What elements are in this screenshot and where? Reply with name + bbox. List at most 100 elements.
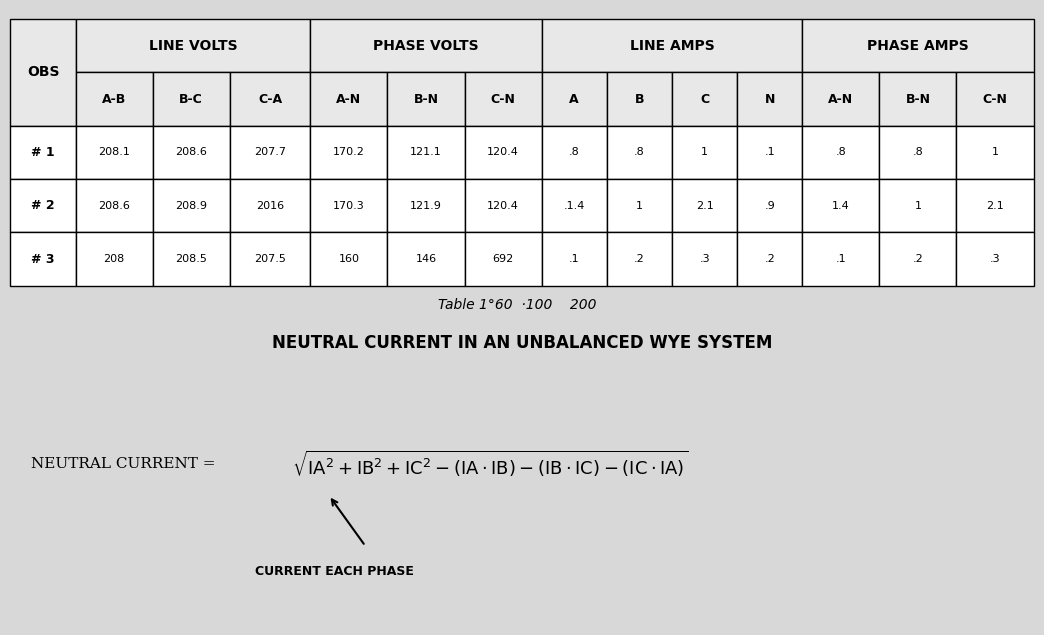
Bar (310, 126, 387, 179)
Bar (672, 179, 737, 232)
Text: .1: .1 (835, 254, 847, 264)
Bar (803, 179, 879, 232)
Bar (387, 179, 465, 232)
Bar (75, 72, 152, 126)
Bar (310, 19, 542, 72)
Text: # 3: # 3 (31, 253, 54, 265)
Text: 207.7: 207.7 (254, 147, 286, 157)
Text: 121.9: 121.9 (410, 201, 442, 211)
Text: .2: .2 (764, 254, 775, 264)
Bar (737, 72, 803, 126)
Text: 146: 146 (416, 254, 436, 264)
Bar (152, 179, 230, 232)
Bar (956, 72, 1034, 126)
Text: .2: .2 (634, 254, 645, 264)
Bar (465, 72, 542, 126)
Text: 208.6: 208.6 (98, 201, 130, 211)
Text: B-N: B-N (413, 93, 438, 105)
Bar (607, 179, 672, 232)
Bar (803, 126, 879, 179)
Text: C-A: C-A (258, 93, 282, 105)
Text: 170.3: 170.3 (333, 201, 364, 211)
Bar (879, 72, 956, 126)
Bar (737, 179, 803, 232)
Text: LINE VOLTS: LINE VOLTS (148, 39, 237, 53)
Text: .3: .3 (699, 254, 710, 264)
Text: LINE AMPS: LINE AMPS (630, 39, 714, 53)
Text: .2: .2 (912, 254, 923, 264)
Bar (75, 19, 310, 72)
Text: .8: .8 (634, 147, 645, 157)
Text: 170.2: 170.2 (333, 147, 364, 157)
Bar (672, 126, 737, 179)
Bar (465, 179, 542, 232)
Bar (542, 232, 607, 286)
Text: 208.5: 208.5 (175, 254, 207, 264)
Bar (465, 126, 542, 179)
Text: OBS: OBS (27, 65, 60, 79)
Bar (310, 72, 387, 126)
Bar (607, 232, 672, 286)
Bar (10, 19, 75, 126)
Bar (542, 179, 607, 232)
Bar (75, 232, 152, 286)
Text: A-N: A-N (828, 93, 854, 105)
Text: 120.4: 120.4 (488, 147, 519, 157)
Text: B: B (635, 93, 644, 105)
Bar (75, 126, 152, 179)
Text: NEUTRAL CURRENT =: NEUTRAL CURRENT = (31, 457, 216, 471)
Bar (387, 232, 465, 286)
Text: N: N (764, 93, 775, 105)
Bar (672, 232, 737, 286)
Bar (310, 232, 387, 286)
Text: A-B: A-B (102, 93, 126, 105)
Text: 120.4: 120.4 (488, 201, 519, 211)
Text: B-C: B-C (180, 93, 204, 105)
Bar (542, 72, 607, 126)
Text: 208.1: 208.1 (98, 147, 130, 157)
Bar (879, 126, 956, 179)
Text: 1: 1 (992, 147, 998, 157)
Text: 2.1: 2.1 (987, 201, 1004, 211)
Bar (879, 232, 956, 286)
Text: B-N: B-N (905, 93, 930, 105)
Bar (607, 72, 672, 126)
Text: 208.6: 208.6 (175, 147, 207, 157)
Text: 160: 160 (338, 254, 359, 264)
Text: $\sqrt{\mathrm{IA}^2 + \mathrm{IB}^2 + \mathrm{IC}^2 - (\mathrm{IA} \cdot \mathr: $\sqrt{\mathrm{IA}^2 + \mathrm{IB}^2 + \… (292, 448, 689, 479)
Text: .1: .1 (764, 147, 775, 157)
Bar (230, 72, 310, 126)
Bar (803, 19, 1034, 72)
Text: 208: 208 (103, 254, 125, 264)
Text: C: C (701, 93, 709, 105)
Text: A-N: A-N (336, 93, 361, 105)
Bar (465, 232, 542, 286)
Text: # 2: # 2 (31, 199, 55, 212)
Text: Table 1°60  ·100    200: Table 1°60 ·100 200 (438, 298, 597, 312)
Bar (956, 126, 1034, 179)
Bar (230, 126, 310, 179)
Text: 1: 1 (702, 147, 708, 157)
Bar (152, 72, 230, 126)
Text: 207.5: 207.5 (254, 254, 286, 264)
Bar (607, 126, 672, 179)
Text: 121.1: 121.1 (410, 147, 442, 157)
Bar (387, 72, 465, 126)
Text: PHASE AMPS: PHASE AMPS (868, 39, 969, 53)
Text: 1: 1 (915, 201, 922, 211)
Bar (152, 126, 230, 179)
Bar (879, 179, 956, 232)
Text: .8: .8 (569, 147, 579, 157)
Text: 2016: 2016 (256, 201, 284, 211)
Text: .1.4: .1.4 (564, 201, 585, 211)
Text: C-N: C-N (982, 93, 1007, 105)
Bar (10, 232, 75, 286)
Text: 1.4: 1.4 (832, 201, 850, 211)
Bar (75, 179, 152, 232)
Bar (737, 126, 803, 179)
Bar (310, 179, 387, 232)
Text: 1: 1 (636, 201, 643, 211)
Text: NEUTRAL CURRENT IN AN UNBALANCED WYE SYSTEM: NEUTRAL CURRENT IN AN UNBALANCED WYE SYS… (271, 334, 773, 352)
Text: .1: .1 (569, 254, 579, 264)
Text: .8: .8 (835, 147, 847, 157)
